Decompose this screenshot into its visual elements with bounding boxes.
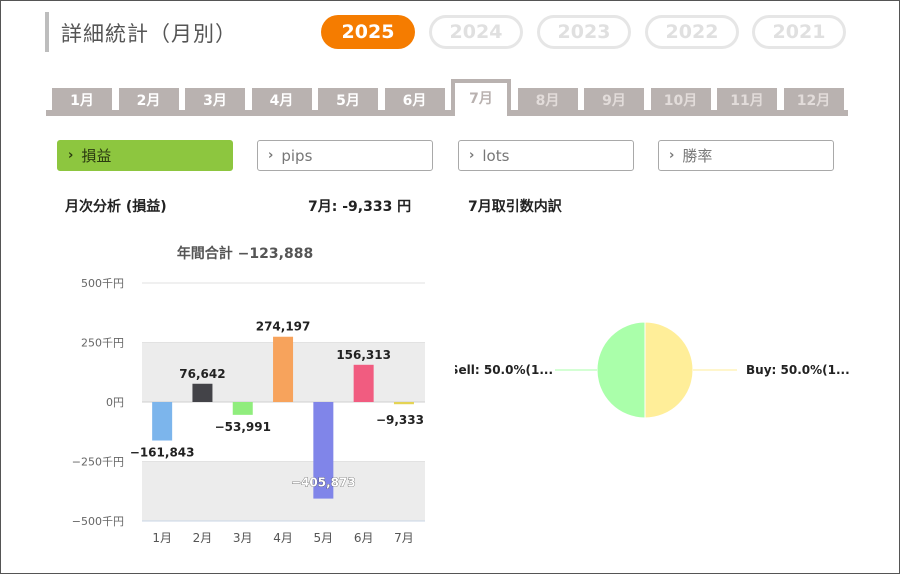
chevron-right-icon: › (268, 148, 274, 163)
chevron-right-icon: › (68, 148, 74, 163)
x-tick-label: 1月 (152, 531, 172, 545)
tab-month-6[interactable]: 6月 (384, 88, 445, 112)
breakdown-title: 7月取引数内訳 (468, 199, 562, 215)
bar-4[interactable] (273, 336, 294, 402)
x-tick-label: 6月 (354, 531, 374, 545)
plot-band (142, 461, 425, 521)
x-tick-label: 3月 (233, 531, 253, 545)
pie-slice-buy[interactable] (644, 321, 694, 419)
metric-label: 損益 (81, 147, 112, 165)
bar-3[interactable] (232, 402, 253, 415)
y-tick-label: −250千円 (72, 456, 124, 469)
tab-month-7[interactable]: 7月 (451, 79, 511, 116)
bar-6[interactable] (353, 364, 374, 402)
metric-label: pips (281, 146, 313, 165)
y-tick-label: 500千円 (81, 277, 124, 290)
tab-month-4[interactable]: 4月 (251, 88, 312, 112)
metric-button-pips[interactable]: › pips (257, 140, 433, 171)
tab-month-12[interactable]: 12月 (783, 88, 844, 112)
chevron-right-icon: › (669, 148, 675, 163)
x-tick-label: 4月 (273, 531, 293, 545)
tab-baseline (46, 110, 848, 116)
metric-button-lots[interactable]: › lots (458, 140, 634, 171)
pie-label-sell: Sell: 50.0%(1... (455, 363, 553, 377)
tab-month-5[interactable]: 5月 (318, 88, 378, 112)
trade-breakdown-pie-chart: Sell: 50.0%(1... Buy: 50.0%(1... (455, 321, 850, 419)
bar-value-label: 156,313 (336, 348, 391, 362)
tab-month-11[interactable]: 11月 (717, 88, 777, 112)
tab-month-9[interactable]: 9月 (584, 88, 644, 112)
bar-value-label: −9,333 (376, 413, 424, 427)
metric-button-profit-loss[interactable]: › 損益 (57, 140, 233, 171)
tab-month-1[interactable]: 1月 (52, 88, 112, 112)
bar-2[interactable] (192, 383, 213, 402)
y-tick-label: 250千円 (81, 337, 124, 350)
metric-label: lots (482, 146, 510, 165)
analysis-title: 月次分析 (損益) (65, 199, 167, 215)
tab-month-2[interactable]: 2月 (118, 88, 179, 112)
x-tick-label: 2月 (193, 531, 213, 545)
page-title: 詳細統計（月別） (61, 22, 237, 46)
bar-value-label: −161,843 (130, 446, 195, 460)
bar-value-label: 76,642 (179, 367, 225, 381)
year-pill-2022[interactable]: 2022 (645, 15, 739, 49)
y-tick-label: −500千円 (72, 515, 124, 528)
year-pill-2023[interactable]: 2023 (537, 15, 631, 49)
year-pill-2024[interactable]: 2024 (429, 15, 523, 49)
title-bar: 詳細統計（月別） (45, 12, 299, 52)
bar-7[interactable] (393, 402, 414, 405)
pie-label-buy: Buy: 50.0%(1... (746, 363, 850, 377)
metric-button-win-rate[interactable]: › 勝率 (658, 140, 834, 171)
pie-slice-sell[interactable] (596, 321, 646, 419)
bar-1[interactable] (152, 402, 173, 441)
y-tick-label: 0円 (106, 396, 124, 409)
chevron-right-icon: › (469, 148, 475, 163)
metric-label: 勝率 (682, 147, 713, 165)
tab-month-8[interactable]: 8月 (517, 88, 578, 112)
bar-value-label: −53,991 (215, 420, 271, 434)
year-pill-2021[interactable]: 2021 (752, 15, 846, 49)
bar-value-label: 274,197 (256, 320, 311, 334)
bar-value-label: −405,873 (291, 476, 356, 490)
x-tick-label: 5月 (314, 531, 334, 545)
chart-title: 年間合計 −123,888 (177, 245, 313, 262)
bar-5[interactable] (313, 402, 334, 499)
year-pill-2025[interactable]: 2025 (321, 15, 415, 49)
month-summary: 7月: -9,333 円 (308, 199, 412, 215)
x-tick-label: 7月 (394, 531, 414, 545)
tab-month-3[interactable]: 3月 (185, 88, 245, 112)
monthly-pl-bar-chart: 年間合計 −123,888 500千円 250千円 0円 −250千円 −500千円 −16… (72, 245, 425, 545)
tab-month-10[interactable]: 10月 (650, 88, 711, 112)
